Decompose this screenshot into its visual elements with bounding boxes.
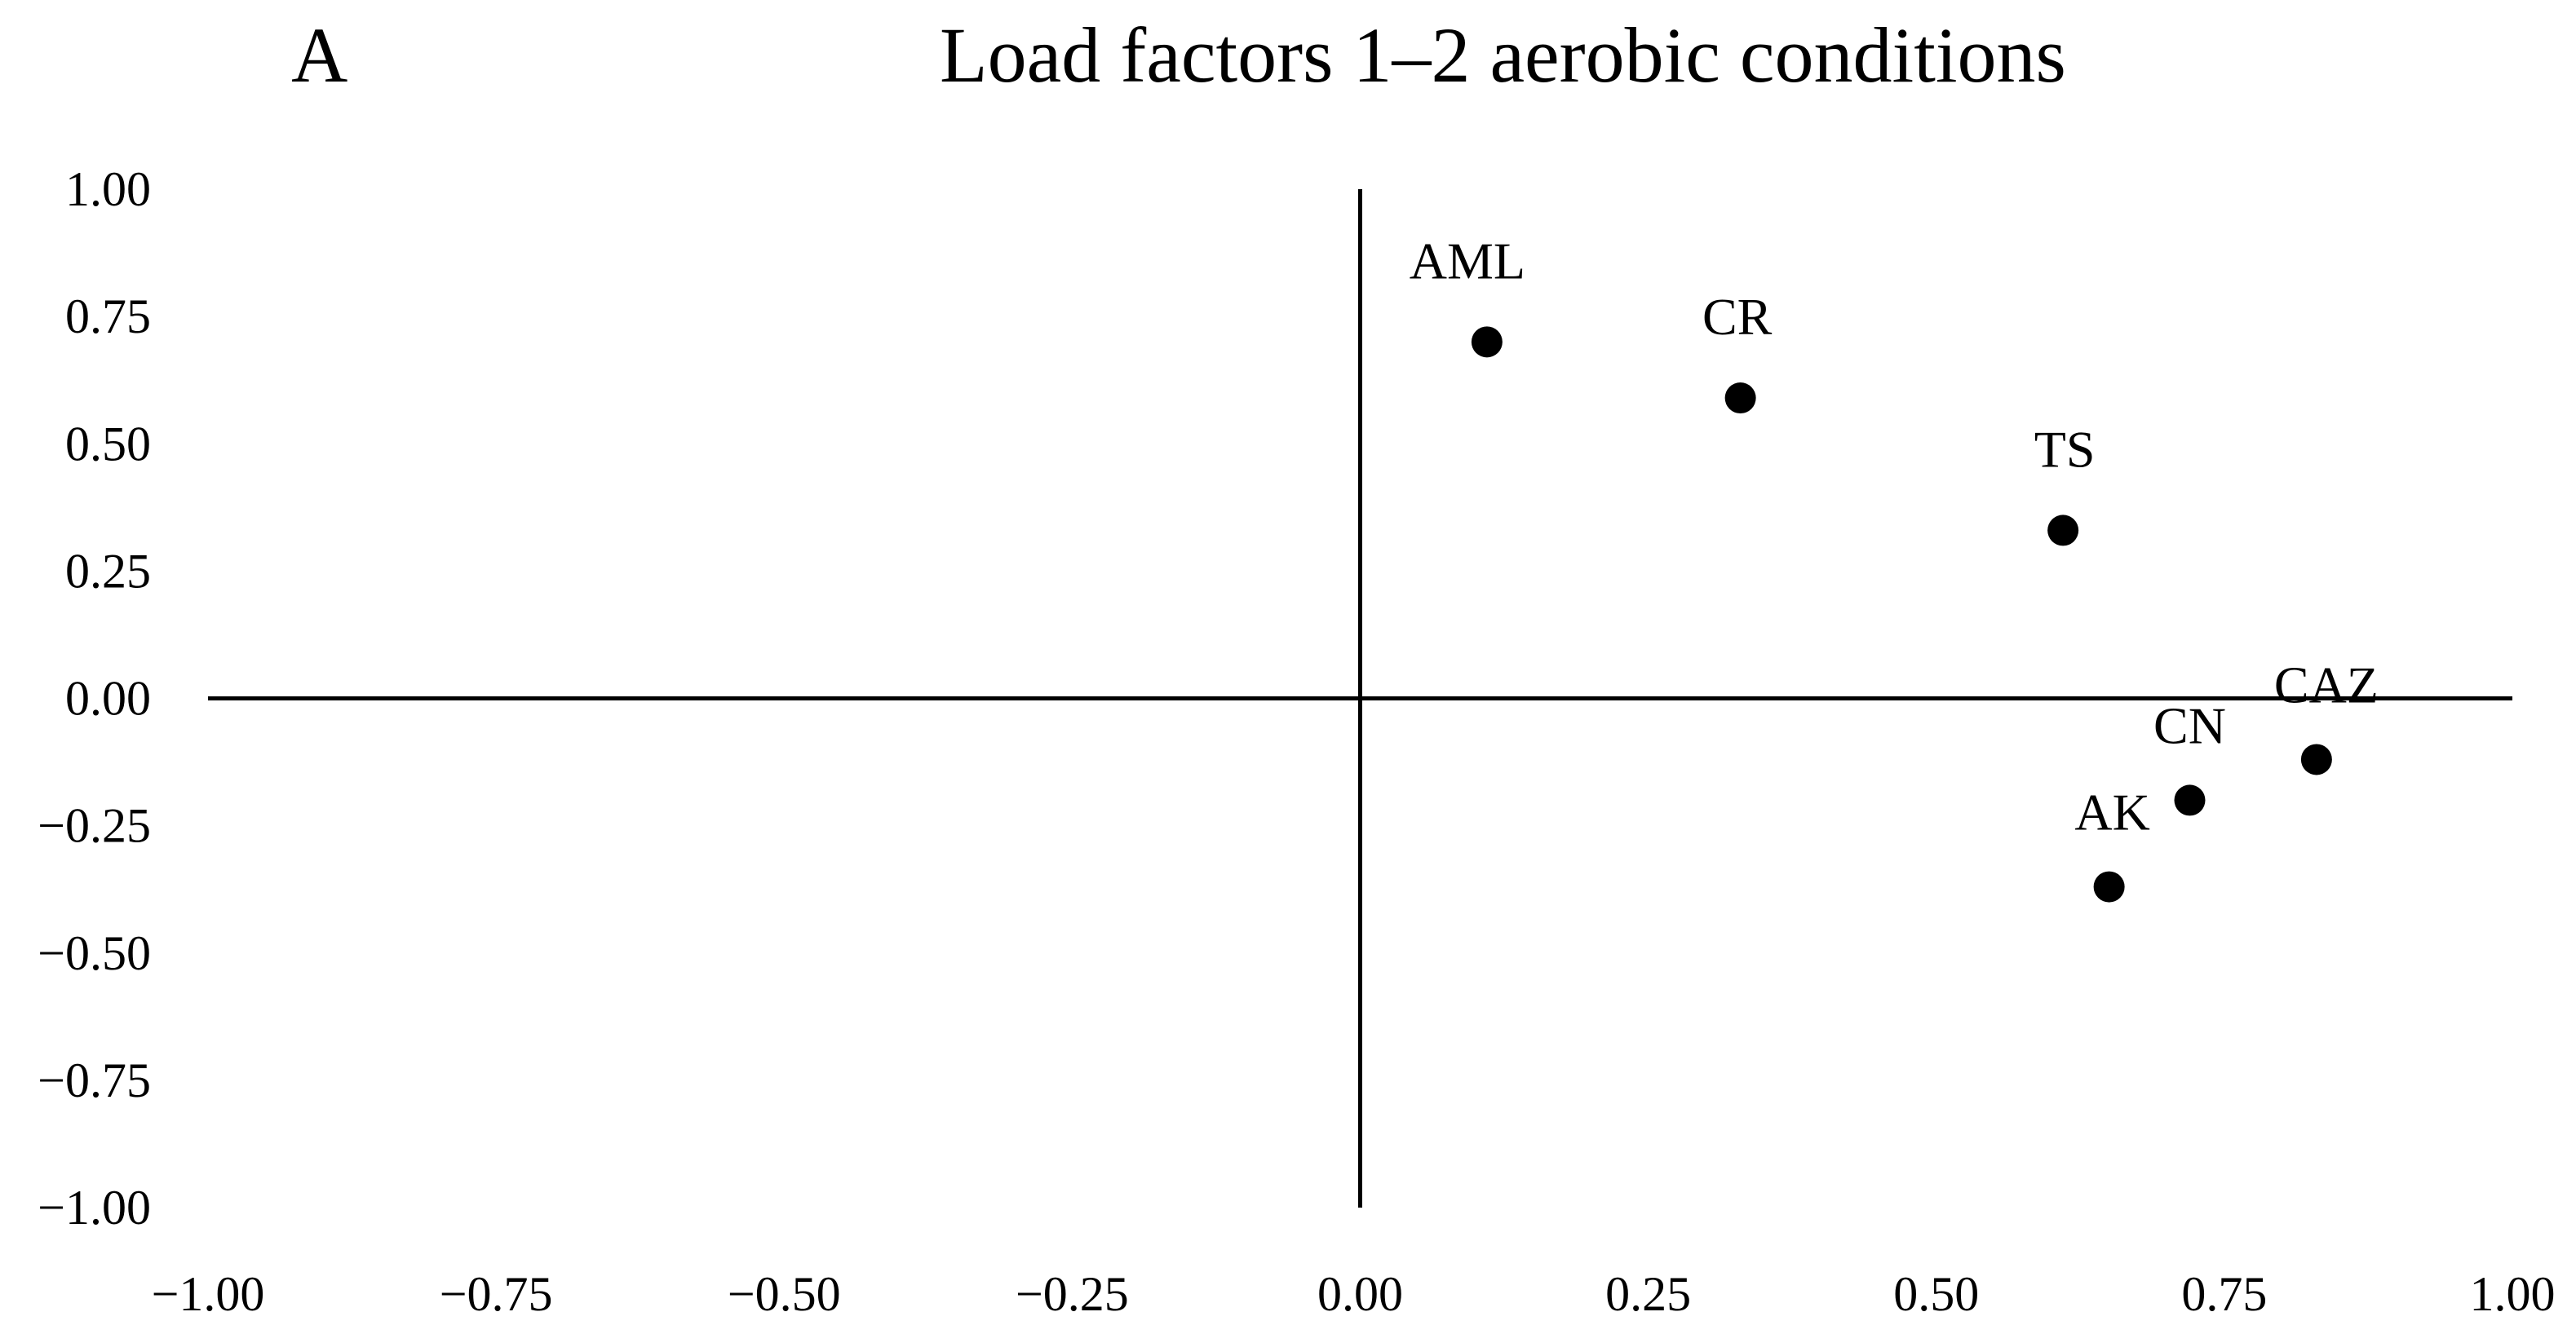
point-label-caz: CAZ xyxy=(2274,656,2379,713)
y-tick-label: 0.00 xyxy=(65,672,151,726)
y-tick-label: −1.00 xyxy=(38,1181,151,1235)
x-tick-label: 0.75 xyxy=(2181,1267,2267,1321)
x-tick-label: −0.50 xyxy=(728,1267,841,1321)
x-tick-label: −0.75 xyxy=(440,1267,553,1321)
y-tick-label: 0.75 xyxy=(65,289,151,343)
point-cr xyxy=(1724,382,1756,414)
point-aml xyxy=(1471,326,1503,358)
chart-title: Load factors 1–2 aerobic conditions xyxy=(940,11,2066,99)
x-tick-label: 0.00 xyxy=(1317,1267,1403,1321)
y-tick-label: −0.50 xyxy=(38,926,151,980)
y-tick-label: 1.00 xyxy=(65,162,151,216)
y-tick-label: 0.25 xyxy=(65,544,151,598)
data-points xyxy=(1471,326,2332,903)
point-label-aml: AML xyxy=(1410,232,1525,289)
point-cn xyxy=(2174,784,2206,816)
x-tick-label: 0.50 xyxy=(1893,1267,1979,1321)
point-label-ts: TS xyxy=(2034,420,2096,478)
y-tick-label: 0.50 xyxy=(65,417,151,470)
y-tick-label: −0.25 xyxy=(38,799,151,853)
x-tick-label: 0.25 xyxy=(1605,1267,1691,1321)
y-tick-labels: 1.00 0.75 0.50 0.25 0.00 −0.25 −0.50 −0.75 −1.00 xyxy=(38,162,151,1235)
x-tick-labels: −1.00 −0.75 −0.50 −0.25 0.00 0.25 0.50 0.75 1.00 xyxy=(152,1267,2556,1321)
point-label-cn: CN xyxy=(2153,696,2226,754)
x-tick-label: 1.00 xyxy=(2470,1267,2556,1321)
point-label-ak: AK xyxy=(2074,784,2149,841)
x-tick-label: −1.00 xyxy=(152,1267,265,1321)
x-tick-label: −0.25 xyxy=(1016,1267,1129,1321)
point-ak xyxy=(2093,871,2125,903)
panel-letter: A xyxy=(291,11,347,99)
point-caz xyxy=(2300,744,2332,775)
point-label-cr: CR xyxy=(1702,288,1773,346)
y-tick-label: −0.75 xyxy=(38,1054,151,1107)
point-ts xyxy=(2047,515,2079,546)
